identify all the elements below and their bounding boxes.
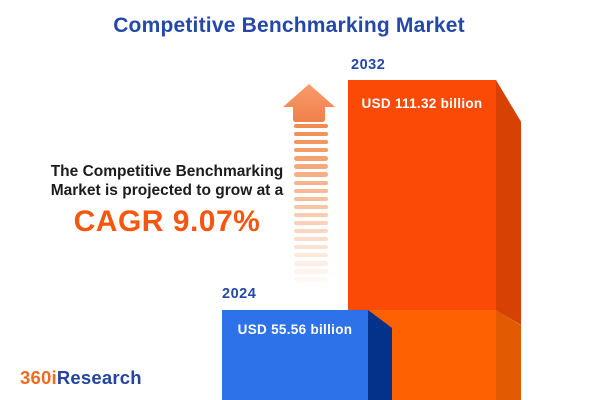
brand-logo: 360iResearch bbox=[20, 367, 142, 389]
arrow-stripe bbox=[294, 172, 328, 177]
insight-line-1: The Competitive Benchmarking bbox=[50, 163, 284, 180]
arrow-stripe bbox=[294, 229, 328, 234]
arrow-stripe bbox=[294, 132, 328, 137]
page-title: Competitive Benchmarking Market bbox=[113, 14, 465, 37]
arrow-stripe bbox=[294, 148, 328, 153]
bar-2032-side-lower bbox=[496, 310, 521, 400]
bar-2032-front-upper bbox=[348, 80, 496, 310]
arrow-stripe bbox=[294, 212, 328, 218]
bar-2024-front bbox=[222, 310, 368, 400]
arrow-stripe bbox=[294, 204, 328, 209]
arrow-stripe bbox=[294, 188, 328, 193]
bar-2032-value-label: USD 111.32 billion bbox=[361, 96, 483, 111]
arrow-stripe bbox=[294, 140, 328, 145]
brand-logo-part-360i: 360i bbox=[20, 367, 57, 388]
insight-text-block: The Competitive Benchmarking Market is p… bbox=[42, 162, 292, 239]
arrow-stripe bbox=[294, 196, 328, 201]
growth-arrow-up-icon bbox=[283, 84, 335, 122]
arrow-stripe bbox=[294, 124, 328, 129]
arrow-stripe bbox=[294, 220, 328, 226]
bar-2032-year-label: 2032 bbox=[351, 57, 386, 73]
arrow-stripe bbox=[294, 180, 328, 185]
arrow-stripe bbox=[294, 269, 328, 274]
insight-line-2: Market is projected to grow at a bbox=[50, 182, 284, 199]
brand-logo-part-research: Research bbox=[56, 367, 142, 388]
arrow-stripe bbox=[294, 277, 328, 282]
arrow-stripe bbox=[294, 245, 328, 250]
growth-arrow-fading-stripes bbox=[294, 124, 328, 286]
bar-2032-side-upper bbox=[496, 80, 521, 325]
bar-2024-side bbox=[368, 310, 392, 400]
arrow-stripe bbox=[294, 237, 328, 242]
bar-2024-year-label: 2024 bbox=[222, 286, 257, 302]
arrow-stripe bbox=[294, 261, 328, 266]
arrow-stripe bbox=[294, 164, 328, 169]
bar-2024-value-label: USD 55.56 billion bbox=[237, 322, 353, 337]
arrow-stripe bbox=[294, 156, 328, 161]
arrow-stripe bbox=[294, 253, 328, 258]
cagr-value: CAGR 9.07% bbox=[73, 205, 261, 238]
